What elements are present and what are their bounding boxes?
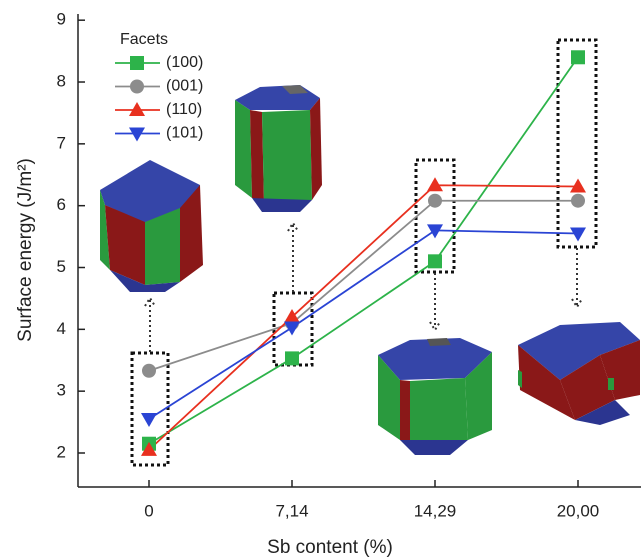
arrow bbox=[287, 221, 299, 292]
marker bbox=[427, 224, 443, 239]
y-tick-label: 6 bbox=[57, 195, 66, 214]
arrow bbox=[571, 248, 583, 309]
highlight-boxes bbox=[130, 38, 598, 467]
legend-marker bbox=[130, 56, 144, 70]
crystal-1 bbox=[235, 85, 322, 212]
marker bbox=[428, 254, 442, 269]
marker bbox=[284, 308, 300, 323]
marker bbox=[142, 363, 156, 378]
marker bbox=[427, 177, 443, 192]
y-axis-title: Surface energy (J/m²) bbox=[15, 158, 36, 342]
highlight-box bbox=[414, 158, 456, 274]
marker bbox=[285, 351, 299, 366]
marker bbox=[284, 321, 300, 336]
legend-label: (101) bbox=[166, 125, 203, 142]
y-tick-label: 9 bbox=[57, 10, 66, 29]
x-axis-title: Sb content (%) bbox=[267, 537, 393, 558]
legend-marker bbox=[129, 127, 145, 142]
crystal-3 bbox=[518, 322, 640, 425]
y-tick-label: 7 bbox=[57, 133, 66, 152]
arrow bbox=[144, 296, 156, 352]
y-tick-label: 4 bbox=[57, 319, 66, 338]
legend-label: (100) bbox=[166, 54, 203, 71]
x-tick-label: 7,14 bbox=[275, 501, 308, 520]
marker bbox=[570, 227, 586, 242]
marker bbox=[141, 412, 157, 427]
legend-label: (110) bbox=[166, 101, 202, 118]
series-line bbox=[148, 184, 579, 451]
y-tick-label: 3 bbox=[57, 381, 66, 400]
legend-marker bbox=[130, 79, 144, 94]
y-tick-label: 5 bbox=[57, 257, 66, 276]
marker bbox=[141, 441, 157, 456]
x-tick-label: 20,00 bbox=[557, 501, 600, 520]
crystal-0 bbox=[100, 160, 203, 292]
arrow bbox=[429, 273, 441, 332]
y-tick-label: 8 bbox=[57, 71, 66, 90]
marker bbox=[428, 193, 442, 208]
highlight-box bbox=[130, 351, 170, 467]
highlight-box bbox=[556, 38, 598, 249]
series-line bbox=[148, 229, 579, 420]
crystal-illustrations bbox=[100, 85, 640, 455]
series-line bbox=[148, 56, 579, 445]
crystal-2 bbox=[378, 338, 492, 455]
legend-marker bbox=[129, 102, 145, 116]
legend-title: Facets bbox=[120, 31, 168, 48]
marker bbox=[571, 193, 585, 208]
marker bbox=[570, 178, 586, 193]
x-tick-label: 0 bbox=[144, 501, 153, 520]
series-line bbox=[148, 199, 578, 372]
x-tick-label: 14,29 bbox=[414, 501, 457, 520]
marker bbox=[571, 50, 585, 65]
legend-label: (001) bbox=[166, 78, 203, 95]
y-tick-label: 2 bbox=[57, 442, 66, 461]
